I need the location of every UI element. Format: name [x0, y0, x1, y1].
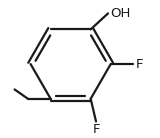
Text: F: F: [92, 123, 100, 136]
Text: F: F: [136, 58, 144, 71]
Text: OH: OH: [111, 7, 131, 20]
